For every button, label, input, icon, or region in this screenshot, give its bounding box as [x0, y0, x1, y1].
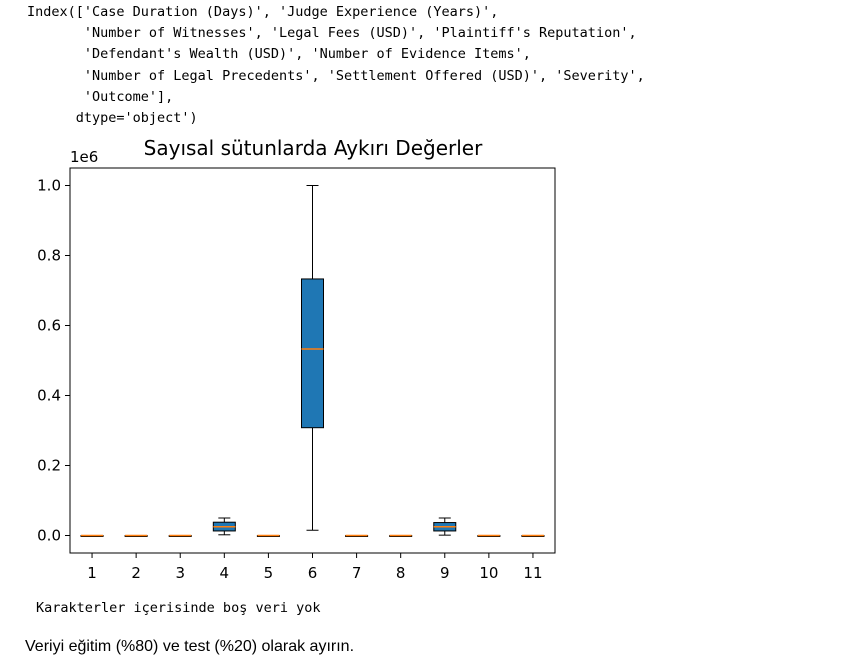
y-tick-label: 1.0 — [37, 177, 61, 195]
y-tick-label: 0.2 — [37, 457, 61, 475]
x-axis: 1 2 3 4 5 6 7 8 9 10 11 — [87, 553, 543, 582]
y-tick-label: 0.8 — [37, 247, 61, 265]
box-5 — [256, 534, 280, 537]
output-line: 'Number of Witnesses', 'Legal Fees (USD)… — [27, 25, 637, 42]
iqr-box — [301, 278, 324, 429]
output-line: 'Number of Legal Precedents', 'Settlemen… — [27, 67, 645, 84]
x-tick-label: 3 — [175, 564, 185, 582]
box-10 — [477, 534, 501, 537]
box-8 — [389, 534, 413, 537]
box-6 — [301, 185, 324, 531]
output-line: 'Outcome'], — [27, 88, 174, 105]
x-tick-label: 6 — [308, 564, 318, 582]
x-tick-label: 11 — [523, 564, 542, 582]
x-tick-label: 10 — [479, 564, 498, 582]
x-tick-label: 7 — [352, 564, 362, 582]
x-tick-label: 8 — [396, 564, 406, 582]
box-7 — [345, 534, 369, 537]
chart-title: Sayısal sütunlarda Aykırı Değerler — [144, 136, 483, 160]
box-9 — [433, 517, 457, 536]
x-tick-label: 2 — [131, 564, 141, 582]
box-11 — [521, 534, 545, 537]
y-tick-label: 0.4 — [37, 387, 61, 405]
markdown-text: Veriyi eğitim (%80) ve test (%20) olarak… — [25, 638, 355, 655]
offset-label: 1e6 — [70, 148, 98, 166]
cell-output-index: Index(['Case Duration (Days)', 'Judge Ex… — [27, 2, 645, 129]
box-4 — [212, 517, 236, 536]
output-line: dtype='object') — [27, 110, 198, 127]
y-tick-label: 0.6 — [37, 317, 61, 335]
x-tick-label: 4 — [220, 564, 230, 582]
box-2 — [124, 534, 148, 537]
output-line: 'Defendant's Wealth (USD)', 'Number of E… — [27, 46, 531, 63]
boxplot-chart: Sayısal sütunlarda Aykırı Değerler 1e6 0… — [37, 136, 556, 582]
y-tick-label: 0.0 — [37, 527, 61, 545]
x-tick-label: 9 — [440, 564, 450, 582]
box-3 — [168, 534, 192, 537]
stream-output: Karakterler içerisinde boş veri yok — [36, 600, 321, 616]
x-tick-label: 5 — [264, 564, 274, 582]
boxes-layer — [80, 185, 545, 537]
y-axis: 0.0 0.2 0.4 0.6 0.8 1.0 — [37, 177, 70, 545]
x-tick-label: 1 — [87, 564, 97, 582]
box-1 — [80, 534, 104, 537]
output-line: Index(['Case Duration (Days)', 'Judge Ex… — [27, 4, 499, 20]
